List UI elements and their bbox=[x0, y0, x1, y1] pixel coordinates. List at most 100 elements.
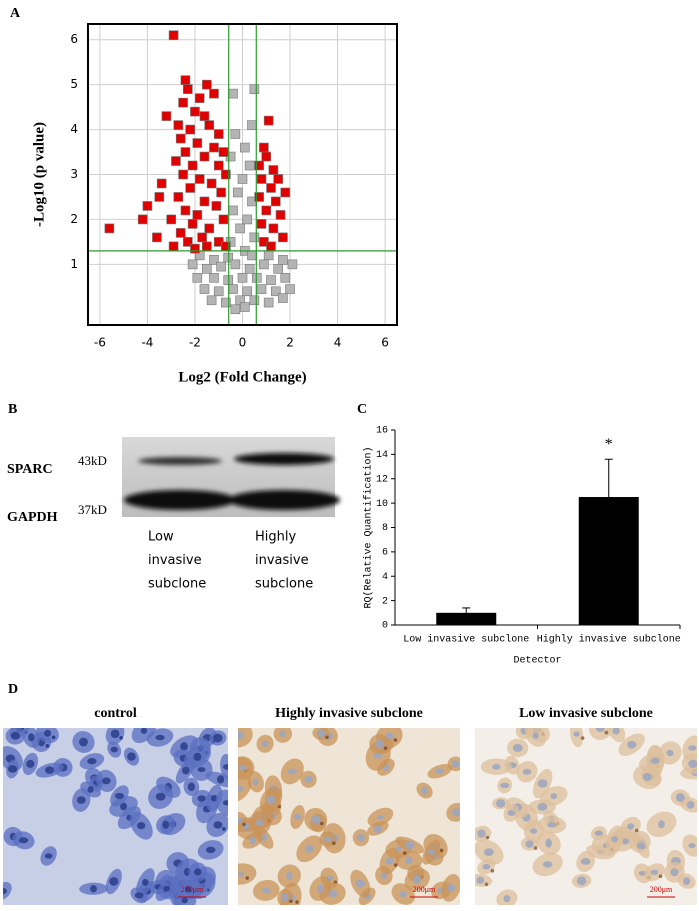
nucleus bbox=[476, 876, 485, 884]
annotation: * bbox=[605, 436, 613, 453]
point bbox=[232, 187, 243, 198]
nucleus bbox=[90, 884, 97, 893]
nucleus bbox=[238, 871, 245, 877]
dot bbox=[604, 730, 609, 735]
nucleus bbox=[281, 892, 289, 902]
point bbox=[180, 147, 191, 157]
nucleus bbox=[612, 728, 620, 735]
point bbox=[270, 196, 281, 207]
dot bbox=[295, 900, 299, 904]
nucleus bbox=[110, 729, 120, 739]
micrograph-title: control bbox=[94, 706, 137, 721]
point bbox=[221, 169, 231, 180]
nucleus bbox=[304, 844, 314, 853]
point bbox=[218, 214, 229, 225]
dot bbox=[222, 827, 226, 831]
nucleus bbox=[181, 897, 188, 904]
nucleus bbox=[182, 766, 190, 775]
nucleus bbox=[279, 730, 287, 738]
nucleus bbox=[114, 792, 125, 800]
plot-frame bbox=[87, 23, 398, 326]
nucleus bbox=[500, 782, 510, 789]
point bbox=[268, 165, 279, 175]
point bbox=[209, 88, 219, 99]
point bbox=[190, 243, 200, 254]
point bbox=[187, 259, 198, 270]
y-tick-label: 5 bbox=[70, 77, 78, 91]
nucleus bbox=[482, 863, 491, 870]
nucleus bbox=[545, 838, 552, 848]
nucleus bbox=[426, 849, 436, 855]
nucleus bbox=[627, 740, 637, 749]
nucleus bbox=[323, 836, 333, 842]
point bbox=[249, 295, 260, 306]
nucleus bbox=[294, 813, 302, 821]
panel-label: A bbox=[10, 6, 21, 21]
x-tick-label: -2 bbox=[189, 336, 201, 350]
point bbox=[192, 210, 203, 220]
nucleus bbox=[110, 746, 118, 753]
dot bbox=[245, 876, 249, 880]
nucleus bbox=[483, 848, 494, 856]
point bbox=[178, 97, 188, 108]
y-tick-label: 6 bbox=[70, 32, 78, 46]
nucleus bbox=[542, 861, 553, 868]
point bbox=[202, 241, 212, 252]
nucleus bbox=[435, 768, 445, 775]
point bbox=[273, 264, 283, 274]
nucleus bbox=[266, 795, 276, 804]
nucleus bbox=[682, 877, 691, 885]
point bbox=[249, 232, 260, 243]
size-label: 43kD bbox=[78, 453, 107, 468]
point bbox=[261, 205, 272, 216]
nucleus bbox=[550, 793, 558, 800]
nucleus bbox=[503, 894, 511, 903]
cells bbox=[475, 728, 697, 905]
point bbox=[209, 273, 219, 283]
nucleus bbox=[636, 842, 646, 850]
nucleus bbox=[405, 856, 413, 865]
point bbox=[263, 297, 274, 308]
nucleus bbox=[79, 737, 88, 747]
nucleus bbox=[252, 778, 259, 785]
nucleus bbox=[120, 802, 128, 811]
nucleus bbox=[222, 764, 228, 770]
point bbox=[254, 192, 264, 202]
dot bbox=[393, 738, 398, 742]
band bbox=[124, 490, 236, 510]
lane-label: Highly bbox=[255, 530, 296, 545]
nucleus bbox=[163, 885, 170, 892]
y-tick-label: 14 bbox=[376, 450, 388, 461]
dot bbox=[383, 746, 388, 750]
nucleus bbox=[43, 729, 52, 737]
point bbox=[266, 241, 276, 252]
nucleus bbox=[197, 767, 206, 773]
point bbox=[185, 124, 196, 135]
y-tick-label: 0 bbox=[382, 621, 388, 632]
scale-label: 200μm bbox=[650, 885, 673, 894]
point bbox=[256, 284, 267, 294]
point bbox=[213, 286, 224, 297]
scale-label: 200μm bbox=[181, 885, 204, 894]
nucleus bbox=[537, 779, 548, 788]
point bbox=[235, 223, 245, 234]
band bbox=[138, 457, 222, 465]
nucleus bbox=[287, 768, 298, 775]
nucleus bbox=[580, 858, 591, 865]
nucleus bbox=[675, 793, 685, 803]
x-tick-label: 4 bbox=[334, 336, 342, 350]
nucleus bbox=[213, 733, 223, 743]
point bbox=[280, 273, 291, 283]
protein-label: SPARC bbox=[7, 462, 53, 477]
y-tick-label: 16 bbox=[376, 426, 388, 437]
nucleus bbox=[26, 759, 35, 768]
nucleus bbox=[261, 740, 269, 748]
nucleus bbox=[576, 876, 587, 886]
point bbox=[199, 196, 210, 207]
nucleus bbox=[642, 772, 652, 782]
point bbox=[202, 264, 212, 274]
point bbox=[221, 297, 231, 308]
dot bbox=[485, 835, 490, 840]
nucleus bbox=[109, 877, 119, 886]
